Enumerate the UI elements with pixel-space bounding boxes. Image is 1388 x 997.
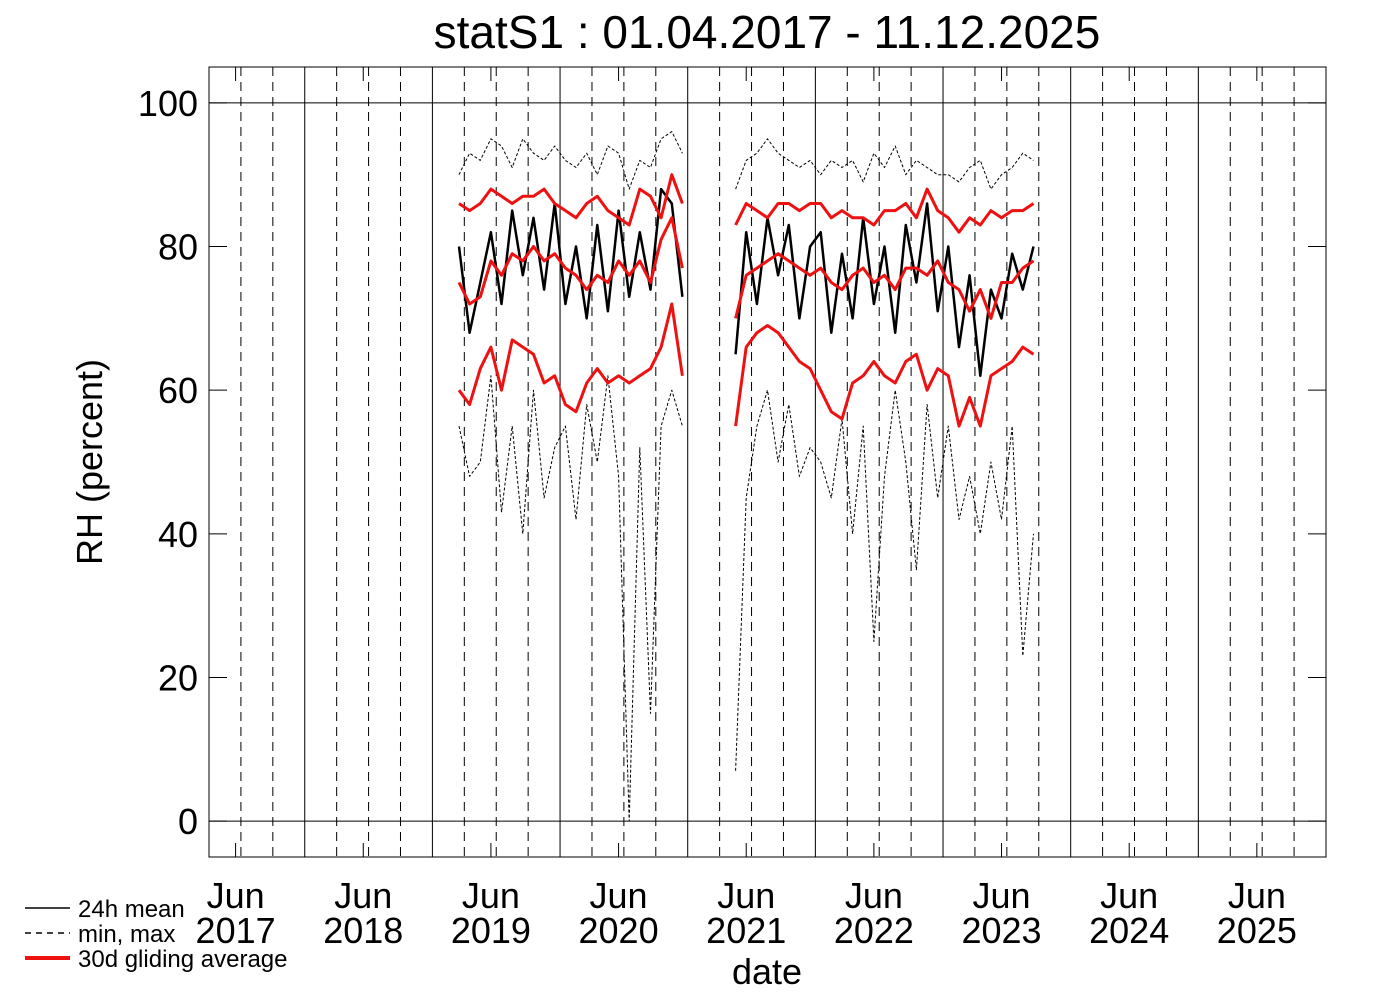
x-tick-label-line: 2022 (834, 910, 914, 951)
x-tick-label-line: 2020 (579, 910, 659, 951)
y-tick-label: 60 (158, 370, 198, 411)
x-tick-label-line: Jun (717, 875, 775, 916)
y-tick-label: 40 (158, 514, 198, 555)
x-tick-label: Jun 2025 (1217, 875, 1297, 951)
x-tick-label-line: 2023 (961, 910, 1041, 951)
x-axis-label: date (732, 951, 802, 992)
x-tick-label-line: Jun (207, 875, 265, 916)
x-tick-label-line: Jun (1228, 875, 1286, 916)
x-tick-label-line: Jun (334, 875, 392, 916)
x-tick-label: Jun 2021 (706, 875, 786, 951)
x-tick-label-line: 2021 (706, 910, 786, 951)
x-tick-label: Jun 2020 (579, 875, 659, 951)
x-tick-label-line: Jun (973, 875, 1031, 916)
y-tick-label: 80 (158, 227, 198, 268)
legend-label: 30d gliding average (78, 946, 288, 973)
y-axis-label: RH (percent) (69, 359, 110, 565)
x-tick-label-line: 2024 (1089, 910, 1169, 951)
legend-label: 24h mean (78, 896, 185, 923)
x-tick-label-line: 2018 (323, 910, 403, 951)
plot-frame (208, 66, 1327, 858)
x-tick-label: Jun 2022 (834, 875, 914, 951)
x-tick-label: Jun 2018 (323, 875, 403, 951)
legend-label: min, max (78, 921, 175, 948)
y-tick-label: 0 (178, 801, 198, 842)
y-tick-label: 20 (158, 657, 198, 698)
x-tick-label: Jun 2023 (961, 875, 1041, 951)
x-tick-label-line: Jun (845, 875, 903, 916)
chart-title: statS1 : 01.04.2017 - 11.12.2025 (434, 6, 1101, 58)
x-tick-label-line: 2025 (1217, 910, 1297, 951)
x-tick-label-line: 2019 (451, 910, 531, 951)
x-tick-label-line: Jun (590, 875, 648, 916)
y-tick-label: 100 (138, 83, 198, 124)
x-tick-label: Jun 2019 (451, 875, 531, 951)
x-tick-label: Jun 2017 (196, 875, 276, 951)
x-tick-label-line: Jun (1100, 875, 1158, 916)
x-tick-label: Jun 2024 (1089, 875, 1169, 951)
x-tick-label-line: Jun (462, 875, 520, 916)
x-tick-label-line: 2017 (196, 910, 276, 951)
